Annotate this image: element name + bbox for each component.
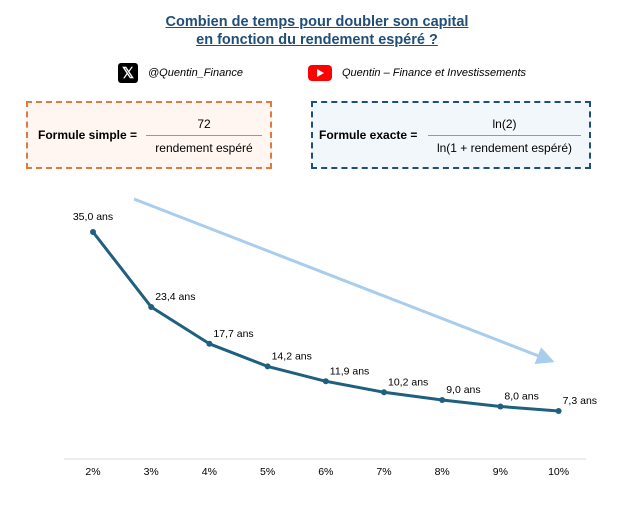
youtube-social: Quentin – Finance et Investissements xyxy=(308,62,526,84)
chart-title-line1: Combien de temps pour doubler son capita… xyxy=(165,14,469,30)
data-label: 35,0 ans xyxy=(73,211,113,223)
data-point xyxy=(148,303,155,310)
data-label: 7,3 ans xyxy=(563,395,597,407)
data-point xyxy=(555,408,562,414)
data-point xyxy=(264,363,271,370)
formula-simple-label: Formule simple = xyxy=(38,128,138,142)
data-label: 11,9 ans xyxy=(330,365,370,377)
x-tick-label: 2% xyxy=(85,466,100,478)
formula-exact-fraction: ln(2) ln(1 + rendement espéré) xyxy=(428,115,581,155)
data-point xyxy=(439,397,446,404)
x-tick-label: 4% xyxy=(202,466,217,478)
x-tick-label: 7% xyxy=(376,466,391,478)
x-tick-label: 3% xyxy=(144,466,159,478)
x-tick-label: 5% xyxy=(260,466,275,478)
x-handle: @Quentin_Finance xyxy=(148,67,243,79)
x-social: 𝕏 @Quentin_Finance xyxy=(118,62,243,84)
formula-simple-box: Formule simple = 72 rendement espéré xyxy=(26,101,272,169)
data-label: 8,0 ans xyxy=(504,390,538,402)
youtube-logo-icon xyxy=(308,65,332,81)
formula-exact-label: Formule exacte = xyxy=(319,128,418,142)
data-point xyxy=(322,378,329,385)
data-point xyxy=(90,229,96,235)
formula-simple-fraction: 72 rendement espéré xyxy=(146,115,262,155)
data-label: 17,7 ans xyxy=(213,328,253,340)
youtube-name: Quentin – Finance et Investissements xyxy=(342,67,527,79)
x-tick-label: 6% xyxy=(318,466,333,478)
x-logo-icon: 𝕏 xyxy=(118,63,138,83)
data-label: 23,4 ans xyxy=(155,291,195,303)
data-label: 10,2 ans xyxy=(388,376,428,388)
chart-title-line2: en fonction du rendement espéré ? xyxy=(196,32,438,48)
x-tick-label: 9% xyxy=(493,466,508,478)
x-tick-label: 8% xyxy=(435,466,450,478)
formula-simple-numerator: 72 xyxy=(197,117,211,131)
x-tick-label: 10% xyxy=(548,466,569,478)
data-label: 14,2 ans xyxy=(272,350,312,362)
trend-arrow xyxy=(133,197,555,365)
data-point xyxy=(497,403,504,410)
formula-exact-box: Formule exacte = ln(2) ln(1 + rendement … xyxy=(311,101,591,169)
formula-exact-denominator: ln(1 + rendement espéré) xyxy=(436,141,573,155)
formula-simple-denominator: rendement espéré xyxy=(155,141,253,155)
data-point xyxy=(381,389,387,396)
formula-exact-numerator: ln(2) xyxy=(492,117,517,131)
data-point xyxy=(206,340,213,347)
data-label: 9,0 ans xyxy=(446,384,480,396)
